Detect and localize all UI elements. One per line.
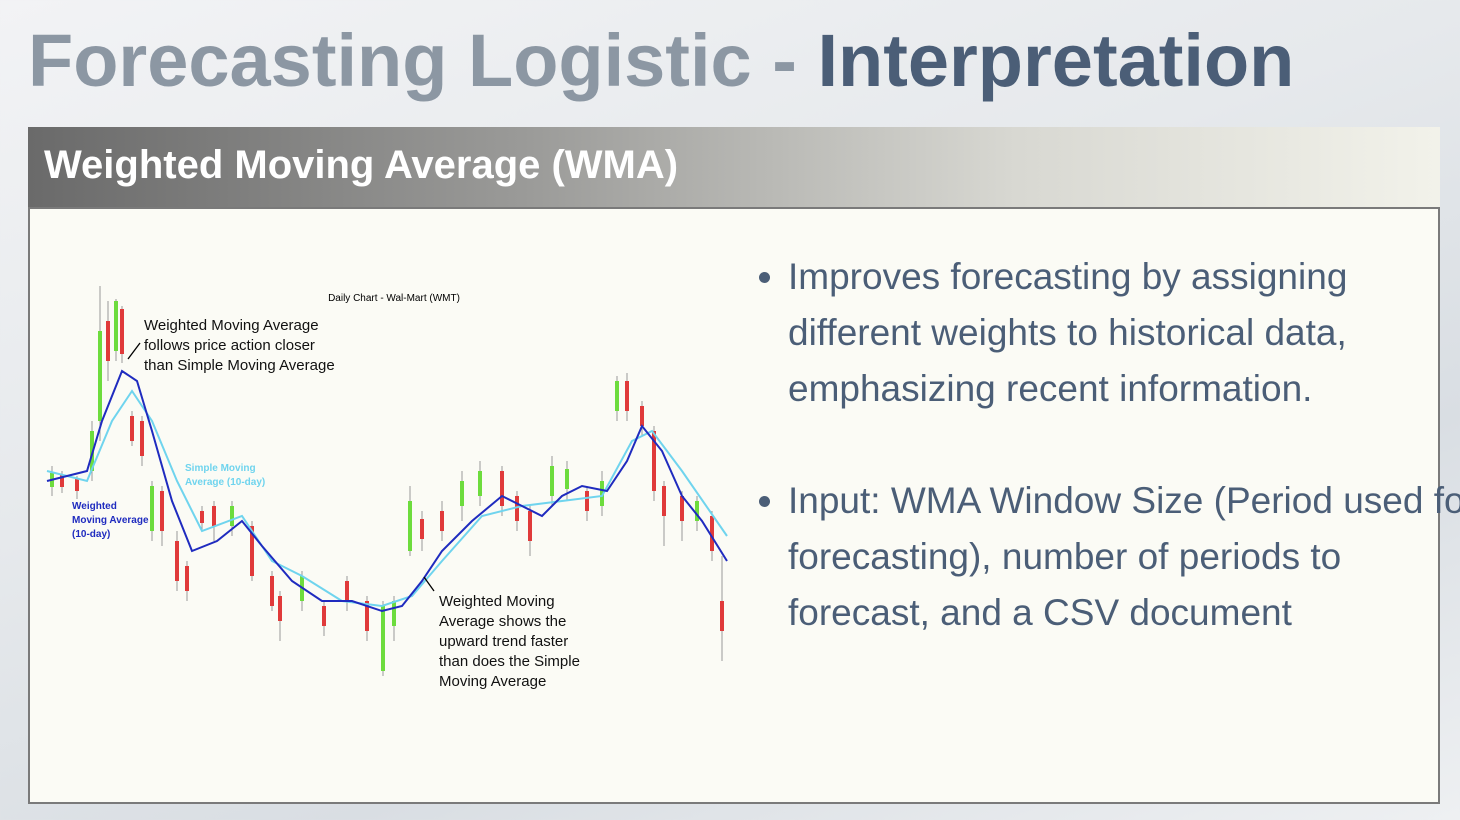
note-line: than Simple Moving Average [144,357,335,374]
note-line: follows price action closer [144,337,315,354]
arrow [127,342,141,360]
note-line: Weighted Moving Average [144,317,319,334]
title-accent: Interpretation [817,19,1295,102]
note-line: Average shows the [439,613,566,630]
title-lead: Forecasting Logistic - [28,19,797,102]
chart-image: Daily Chart - Wal-Mart (WMT) Weighted Mo… [46,286,728,690]
note-line: upward trend faster [439,633,568,650]
section-header: Weighted Moving Average (WMA) [28,127,1440,207]
arrow [423,576,435,592]
slide-title: Forecasting Logistic - Interpretation [28,18,1294,103]
bullet: Improves forecasting by assigning differ… [788,249,1460,417]
sma-label: Average (10-day) [185,477,265,488]
wma-label: (10-day) [72,529,110,540]
wma-label: Weighted [72,501,117,512]
note-line: Moving Average [439,673,546,690]
chart-title: Daily Chart - Wal-Mart (WMT) [328,293,460,304]
sma-label: Simple Moving [185,463,256,474]
wma-label: Moving Average [72,515,149,526]
bullet: Input: WMA Window Size (Period used for … [788,473,1460,641]
note-line: than does the Simple [439,653,580,670]
section-header-text: Weighted Moving Average (WMA) [44,143,679,187]
note-line: Weighted Moving [439,593,555,610]
content-panel: Daily Chart - Wal-Mart (WMT) Weighted Mo… [28,207,1460,804]
wma-line [46,369,728,613]
bullet-list: Improves forecasting by assigning differ… [756,249,1460,697]
candles [50,286,724,676]
